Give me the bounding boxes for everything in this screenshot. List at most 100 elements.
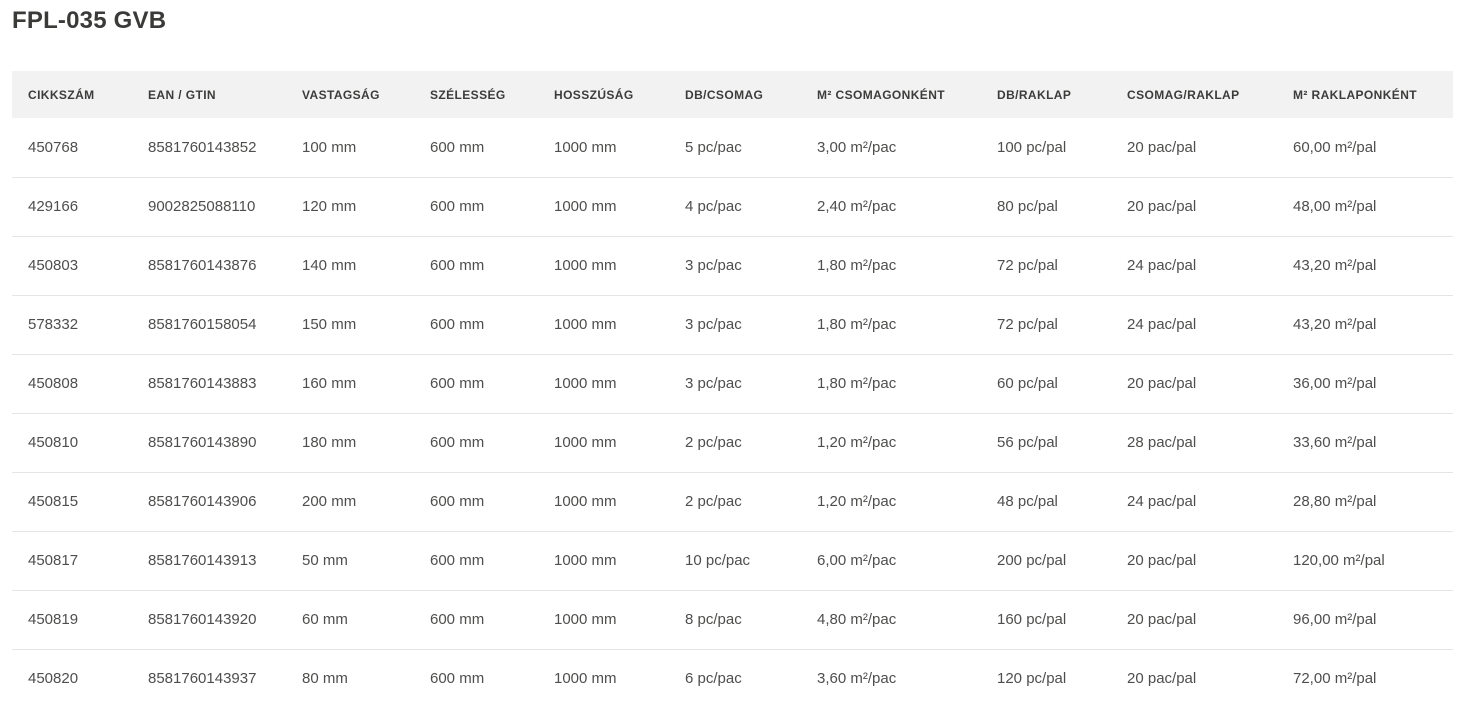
- cell-ean-gtin: 8581760158054: [132, 294, 286, 354]
- cell-cikkszam: 450803: [12, 235, 132, 295]
- cell-m2-csomagonkent: 1,20 m²/pac: [801, 412, 981, 472]
- cell-vastagsag: 100 mm: [302, 138, 357, 156]
- table-row: 450808 8581760143883 160 mm 600 mm 1000 mm 3 …: [12, 353, 1453, 413]
- cell-m2-raklaponkent: 48,00 m²/pal: [1277, 176, 1453, 236]
- cell-cikkszam: 450817: [12, 530, 132, 590]
- product-spec-table: CIKKSZÁM EAN / GTIN VASTAGSÁG SZÉLESSÉG HOSS…: [12, 71, 1453, 708]
- column-header-vastagsag: VASTAGSÁG: [302, 87, 380, 102]
- cell-m2-raklaponkent: 33,60 m²/pal: [1277, 412, 1453, 472]
- table-row: 450819 8581760143920 60 mm 600 mm 1000 mm 8 p…: [12, 589, 1453, 649]
- cell-cikkszam: 450768: [28, 138, 79, 156]
- cell-m2-csomagonkent: 1,80 m²/pac: [801, 353, 981, 413]
- cell-vastagsag: 180 mm: [286, 412, 414, 472]
- cell-cikkszam: 450819: [12, 589, 132, 649]
- cell-m2-csomagonkent: 3,00 m²/pac: [817, 138, 897, 156]
- cell-vastagsag: 160 mm: [286, 353, 414, 413]
- cell-db-csomag: 10 pc/pac: [669, 530, 801, 590]
- cell-m2-raklaponkent: 43,20 m²/pal: [1277, 235, 1453, 295]
- cell-ean-gtin: 8581760143906: [132, 471, 286, 531]
- cell-db-raklap: 80 pc/pal: [981, 176, 1111, 236]
- page-title: FPL-035 GVB: [12, 7, 167, 34]
- table-row: 450820 8581760143937 80 mm 600 mm 1000 mm 6 p…: [12, 648, 1453, 708]
- cell-szelesseg: 600 mm: [414, 235, 538, 295]
- cell-csomag-raklap: 20 pac/pal: [1111, 589, 1277, 649]
- column-header-db-raklap: DB/RAKLAP: [997, 87, 1072, 102]
- cell-csomag-raklap: 20 pac/pal: [1111, 648, 1277, 708]
- cell-szelesseg: 600 mm: [414, 176, 538, 236]
- cell-csomag-raklap: 24 pac/pal: [1111, 294, 1277, 354]
- cell-szelesseg: 600 mm: [414, 530, 538, 590]
- cell-csomag-raklap: 20 pac/pal: [1111, 530, 1277, 590]
- table-body: 450768 8581760143852 100 mm 600 mm 1000 mm 5 …: [12, 118, 1453, 708]
- cell-szelesseg: 600 mm: [414, 294, 538, 354]
- table-header: CIKKSZÁM EAN / GTIN VASTAGSÁG SZÉLESSÉG HOSS…: [12, 71, 1453, 118]
- cell-szelesseg: 600 mm: [414, 471, 538, 531]
- cell-hosszusag: 1000 mm: [538, 589, 669, 649]
- column-header-m2-csomagonkent: M² CSOMAGONKÉNT: [817, 87, 945, 102]
- cell-szelesseg: 600 mm: [414, 353, 538, 413]
- column-header-csomag-raklap: CSOMAG/RAKLAP: [1127, 87, 1240, 102]
- column-header-hosszusag: HOSSZÚSÁG: [554, 87, 634, 102]
- cell-hosszusag: 1000 mm: [554, 138, 617, 156]
- cell-vastagsag: 50 mm: [286, 530, 414, 590]
- cell-m2-raklaponkent: 36,00 m²/pal: [1277, 353, 1453, 413]
- cell-cikkszam: 450815: [12, 471, 132, 531]
- table-row: 450810 8581760143890 180 mm 600 mm 1000 mm 2 …: [12, 412, 1453, 472]
- cell-m2-csomagonkent: 6,00 m²/pac: [801, 530, 981, 590]
- cell-cikkszam: 578332: [12, 294, 132, 354]
- cell-ean-gtin: 8581760143876: [132, 235, 286, 295]
- cell-szelesseg: 600 mm: [414, 412, 538, 472]
- cell-m2-raklaponkent: 43,20 m²/pal: [1277, 294, 1453, 354]
- table-row: 450815 8581760143906 200 mm 600 mm 1000 mm 2 …: [12, 471, 1453, 531]
- column-header-db-csomag: DB/CSOMAG: [685, 87, 764, 102]
- cell-hosszusag: 1000 mm: [538, 235, 669, 295]
- cell-hosszusag: 1000 mm: [538, 294, 669, 354]
- cell-db-csomag: 3 pc/pac: [669, 353, 801, 413]
- cell-ean-gtin: 8581760143852: [148, 138, 257, 156]
- cell-m2-raklaponkent: 60,00 m²/pal: [1293, 138, 1377, 156]
- cell-db-raklap: 72 pc/pal: [981, 235, 1111, 295]
- cell-ean-gtin: 9002825088110: [132, 176, 286, 236]
- cell-szelesseg: 600 mm: [430, 138, 485, 156]
- cell-m2-csomagonkent: 1,80 m²/pac: [801, 235, 981, 295]
- cell-cikkszam: 450810: [12, 412, 132, 472]
- column-header-szelesseg: SZÉLESSÉG: [430, 87, 506, 102]
- cell-hosszusag: 1000 mm: [538, 471, 669, 531]
- cell-db-raklap: 160 pc/pal: [981, 589, 1111, 649]
- cell-szelesseg: 600 mm: [414, 589, 538, 649]
- cell-ean-gtin: 8581760143883: [132, 353, 286, 413]
- cell-hosszusag: 1000 mm: [538, 176, 669, 236]
- cell-db-raklap: 56 pc/pal: [981, 412, 1111, 472]
- cell-db-raklap: 100 pc/pal: [997, 138, 1067, 156]
- cell-csomag-raklap: 24 pac/pal: [1111, 235, 1277, 295]
- cell-db-csomag: 3 pc/pac: [669, 235, 801, 295]
- cell-csomag-raklap: 20 pac/pal: [1127, 138, 1197, 156]
- column-header-m2-raklaponkent: M² RAKLAPONKÉNT: [1293, 87, 1417, 102]
- cell-szelesseg: 600 mm: [414, 648, 538, 708]
- column-header-ean-gtin: EAN / GTIN: [148, 87, 217, 102]
- cell-vastagsag: 150 mm: [286, 294, 414, 354]
- cell-m2-csomagonkent: 1,20 m²/pac: [801, 471, 981, 531]
- cell-db-raklap: 60 pc/pal: [981, 353, 1111, 413]
- cell-hosszusag: 1000 mm: [538, 353, 669, 413]
- table-row: 450803 8581760143876 140 mm 600 mm 1000 mm 3 …: [12, 235, 1453, 295]
- table-header-row: CIKKSZÁM EAN / GTIN VASTAGSÁG SZÉLESSÉG HOSS…: [12, 71, 1453, 118]
- cell-m2-csomagonkent: 2,40 m²/pac: [801, 176, 981, 236]
- cell-ean-gtin: 8581760143890: [132, 412, 286, 472]
- cell-db-raklap: 48 pc/pal: [981, 471, 1111, 531]
- cell-db-csomag: 2 pc/pac: [669, 471, 801, 531]
- cell-cikkszam: 429166: [12, 176, 132, 236]
- cell-m2-raklaponkent: 28,80 m²/pal: [1277, 471, 1453, 531]
- cell-cikkszam: 450820: [12, 648, 132, 708]
- cell-m2-raklaponkent: 72,00 m²/pal: [1277, 648, 1453, 708]
- table-row: 578332 8581760158054 150 mm 600 mm 1000 mm 3 …: [12, 294, 1453, 354]
- cell-vastagsag: 80 mm: [286, 648, 414, 708]
- cell-ean-gtin: 8581760143913: [132, 530, 286, 590]
- cell-db-csomag: 8 pc/pac: [669, 589, 801, 649]
- cell-m2-csomagonkent: 3,60 m²/pac: [801, 648, 981, 708]
- table-row: 429166 9002825088110 120 mm 600 mm 1000 mm 4 …: [12, 176, 1453, 236]
- cell-db-raklap: 72 pc/pal: [981, 294, 1111, 354]
- cell-db-csomag: 3 pc/pac: [669, 294, 801, 354]
- column-header-cikkszam: CIKKSZÁM: [28, 87, 95, 102]
